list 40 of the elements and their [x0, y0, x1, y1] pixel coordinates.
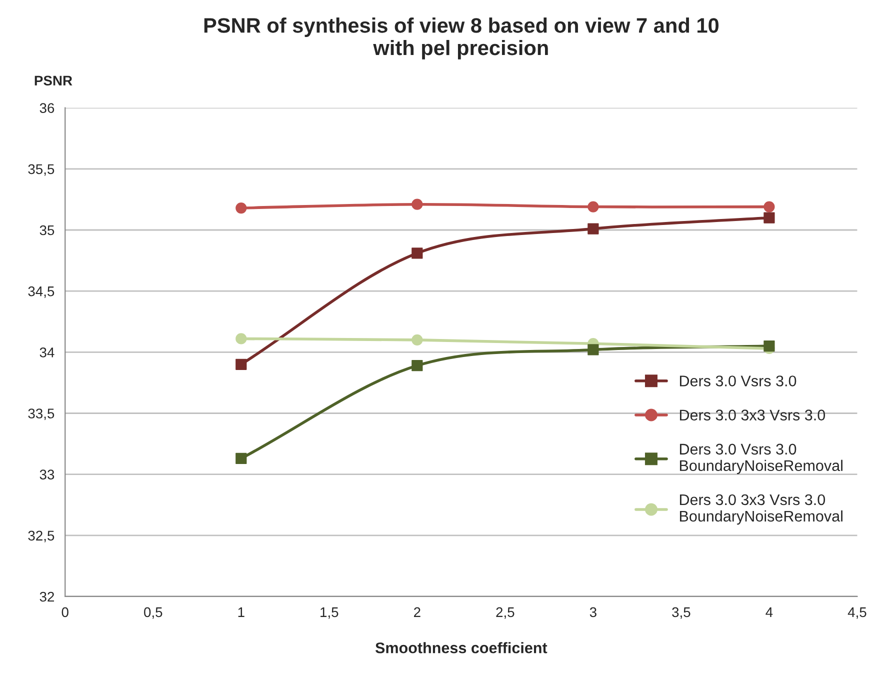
x-tick-label: 1,5	[320, 607, 338, 619]
point	[412, 198, 423, 210]
x-tick-label: 0	[62, 607, 68, 618]
point	[764, 340, 775, 352]
point	[764, 212, 775, 224]
point	[588, 344, 599, 356]
point	[236, 358, 247, 370]
legend-label: Ders 3.0 3x3 Vsrs 3.0	[680, 410, 826, 420]
point	[236, 202, 247, 214]
point	[236, 333, 247, 344]
legend-label: Ders 3.0 Vsrs 3.0	[680, 376, 796, 386]
point	[412, 248, 423, 259]
y-axis-title: PSNR	[34, 76, 72, 86]
legend-label: Ders 3.0 Vsrs 3.0 BoundaryNoiseRemoval	[680, 444, 842, 474]
legend-label: Ders 3.0 3x3 Vsrs 3.0 BoundaryNoiseRemoval	[680, 494, 842, 525]
x-axis-title: Smoothness coefficient	[375, 642, 548, 654]
x-tick-label: 3,5	[672, 607, 690, 619]
y-tick-label: 32,5	[28, 530, 54, 542]
x-tick-label: 0,5	[144, 607, 162, 619]
y-tick-label: 35	[40, 225, 54, 236]
point	[236, 452, 247, 464]
chart-title: PSNR of synthesis of view 8 based on view 7 and 10 with pel precision	[204, 18, 719, 60]
y-tick-label: 32	[40, 592, 54, 602]
y-tick-label: 35,5	[28, 164, 54, 176]
point	[764, 201, 775, 212]
point	[412, 334, 423, 346]
x-tick-label: 4	[766, 607, 773, 617]
y-tick-label: 33,5	[28, 408, 54, 420]
y-tick-label: 33	[40, 470, 54, 480]
x-tick-label: 4,5	[848, 607, 866, 619]
point	[588, 223, 599, 234]
y-tick-label: 34	[40, 348, 54, 358]
x-tick-label: 2,5	[496, 607, 514, 619]
y-tick-label: 36	[40, 103, 54, 114]
x-tick-label: 1	[238, 607, 244, 617]
x-tick-label: 2	[414, 607, 420, 617]
y-tick-label: 34,5	[28, 286, 54, 298]
x-tick-label: 3	[590, 607, 596, 618]
point	[588, 201, 599, 212]
point	[412, 360, 423, 372]
